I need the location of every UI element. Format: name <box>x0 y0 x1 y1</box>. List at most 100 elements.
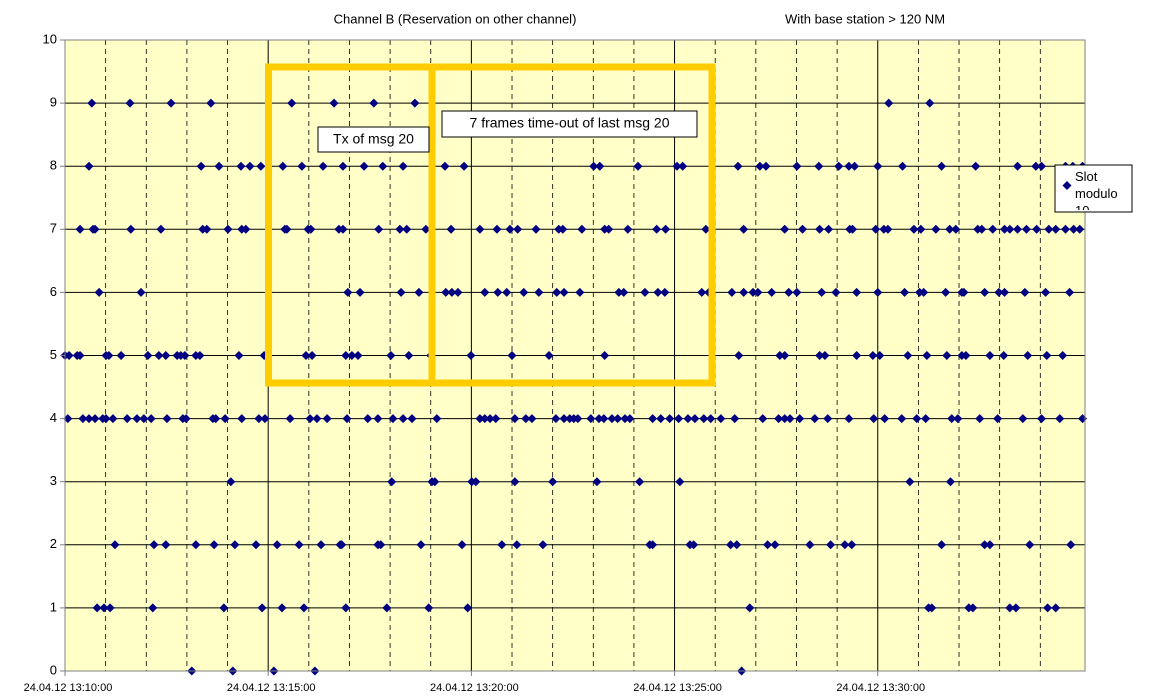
data-point <box>441 287 451 297</box>
data-point <box>758 414 768 424</box>
data-point <box>446 224 456 234</box>
data-point <box>884 98 894 108</box>
data-point <box>209 540 219 550</box>
data-point <box>780 414 790 424</box>
data-point <box>257 603 267 613</box>
data-point <box>1020 287 1030 297</box>
data-point <box>196 161 206 171</box>
data-point <box>143 351 153 360</box>
data-point <box>272 540 282 550</box>
data-point <box>220 414 230 424</box>
data-point <box>64 351 74 360</box>
data-point <box>922 351 932 360</box>
data-point <box>660 287 670 297</box>
data-point <box>277 603 287 613</box>
data-point <box>329 98 339 108</box>
data-point <box>149 540 159 550</box>
data-point <box>620 414 630 424</box>
data-point <box>122 414 132 424</box>
data-point <box>90 414 100 424</box>
data-point <box>531 224 541 234</box>
data-point <box>521 414 531 424</box>
data-point <box>378 161 388 171</box>
data-point <box>656 414 666 424</box>
data-point <box>975 414 985 424</box>
data-point <box>78 414 88 424</box>
data-point <box>678 161 688 171</box>
data-point <box>690 414 700 424</box>
data-point <box>410 98 420 108</box>
data-point <box>306 224 316 234</box>
data-point <box>716 414 726 424</box>
data-point <box>430 477 440 487</box>
data-point <box>868 351 878 360</box>
data-point <box>784 287 794 297</box>
data-point <box>1032 224 1042 234</box>
data-point <box>607 414 617 424</box>
data-point <box>732 540 742 550</box>
data-point <box>237 414 247 424</box>
data-point <box>988 224 998 234</box>
data-point <box>126 224 136 234</box>
data-point <box>734 351 744 360</box>
data-point <box>706 414 716 424</box>
data-point <box>589 161 599 171</box>
data-point <box>92 603 102 613</box>
data-point <box>573 414 583 424</box>
data-point <box>1066 540 1076 550</box>
data-point <box>256 161 266 171</box>
data-point <box>994 287 1004 297</box>
data-point <box>416 540 426 550</box>
data-point <box>903 351 913 360</box>
data-point <box>575 287 585 297</box>
data-point <box>937 161 947 171</box>
data-point <box>880 414 890 424</box>
data-point <box>166 98 176 108</box>
data-point <box>689 540 699 550</box>
data-point <box>733 161 743 171</box>
data-point <box>347 351 357 360</box>
data-point <box>961 351 971 360</box>
data-point <box>234 351 244 360</box>
x-tick-label: 24.04.12 13:10:00 <box>24 682 113 694</box>
y-tick-label: 10 <box>43 31 57 46</box>
data-point <box>341 351 351 360</box>
data-point <box>1058 351 1068 360</box>
data-point <box>999 351 1009 360</box>
data-point <box>730 414 740 424</box>
data-point <box>245 161 255 171</box>
data-point <box>236 161 246 171</box>
data-point <box>745 603 755 613</box>
data-point <box>471 477 481 487</box>
data-point <box>299 603 309 613</box>
data-point <box>502 287 512 297</box>
data-point <box>104 351 114 360</box>
data-point <box>701 224 711 234</box>
data-points <box>60 98 1088 676</box>
data-point <box>475 414 485 424</box>
data-point <box>398 414 408 424</box>
data-point <box>75 224 85 234</box>
data-point <box>613 414 623 424</box>
data-point <box>440 161 450 171</box>
x-tick-label: 24.04.12 13:15:00 <box>227 682 316 694</box>
data-point <box>831 287 841 297</box>
data-point <box>683 414 693 424</box>
data-point <box>817 287 827 297</box>
data-point <box>195 351 205 360</box>
data-point <box>814 161 824 171</box>
data-point <box>382 603 392 613</box>
data-point <box>834 161 844 171</box>
data-point <box>1023 351 1033 360</box>
data-point <box>1025 540 1035 550</box>
highlights <box>265 63 716 387</box>
data-point <box>466 351 476 360</box>
data-point <box>848 224 858 234</box>
data-point <box>105 603 115 613</box>
data-point <box>577 224 587 234</box>
data-point <box>373 414 383 424</box>
data-point <box>633 161 643 171</box>
data-point <box>1044 224 1054 234</box>
data-point <box>1005 603 1015 613</box>
data-point <box>599 414 609 424</box>
